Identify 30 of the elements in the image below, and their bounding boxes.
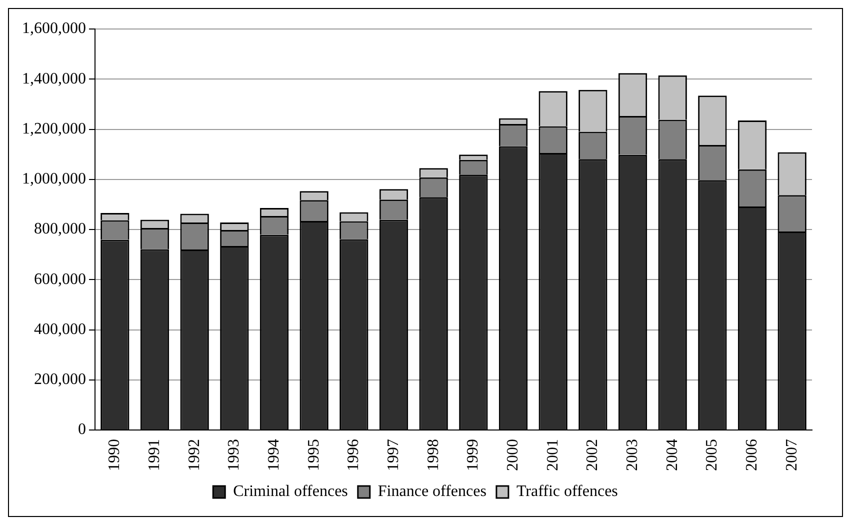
legend-label: Finance offences — [378, 483, 486, 500]
x-tick-label: 2004 — [664, 439, 681, 471]
y-tick-label: 600,000 — [34, 270, 86, 288]
y-tick-label: 800,000 — [34, 220, 86, 238]
y-tick-label: 0 — [78, 421, 86, 438]
x-tick-label: 2003 — [624, 439, 641, 471]
x-tick-label: 1999 — [464, 439, 482, 471]
x-tick-label: 1993 — [226, 439, 243, 471]
y-tick-label: 1,000,000 — [22, 170, 86, 188]
x-tick-label: 1995 — [305, 439, 322, 471]
x-tick-label: 1994 — [265, 439, 282, 471]
x-tick-label: 2000 — [504, 439, 522, 471]
x-tick-label: 1992 — [186, 439, 203, 471]
y-tick-label: 1,600,000 — [22, 20, 86, 38]
y-tick-label: 400,000 — [34, 320, 86, 338]
x-tick-label: 2001 — [544, 439, 562, 471]
legend-label: Criminal offences — [233, 483, 348, 500]
x-tick-label: 1997 — [384, 439, 402, 471]
y-tick-label: 1,200,000 — [22, 120, 86, 138]
y-tick-label: 200,000 — [34, 371, 86, 388]
x-tick-label: 1996 — [345, 439, 362, 471]
x-tick-label: 2005 — [704, 439, 721, 471]
x-tick-label: 1998 — [424, 439, 442, 471]
x-tick-label: 1990 — [106, 439, 124, 471]
x-tick-label: 2007 — [783, 439, 800, 471]
legend-label: Traffic offences — [516, 483, 618, 500]
x-tick-label: 2002 — [584, 439, 602, 471]
x-tick-label: 1991 — [146, 439, 163, 471]
x-tick-label: 2006 — [743, 439, 760, 471]
y-tick-label: 1,400,000 — [22, 70, 86, 88]
